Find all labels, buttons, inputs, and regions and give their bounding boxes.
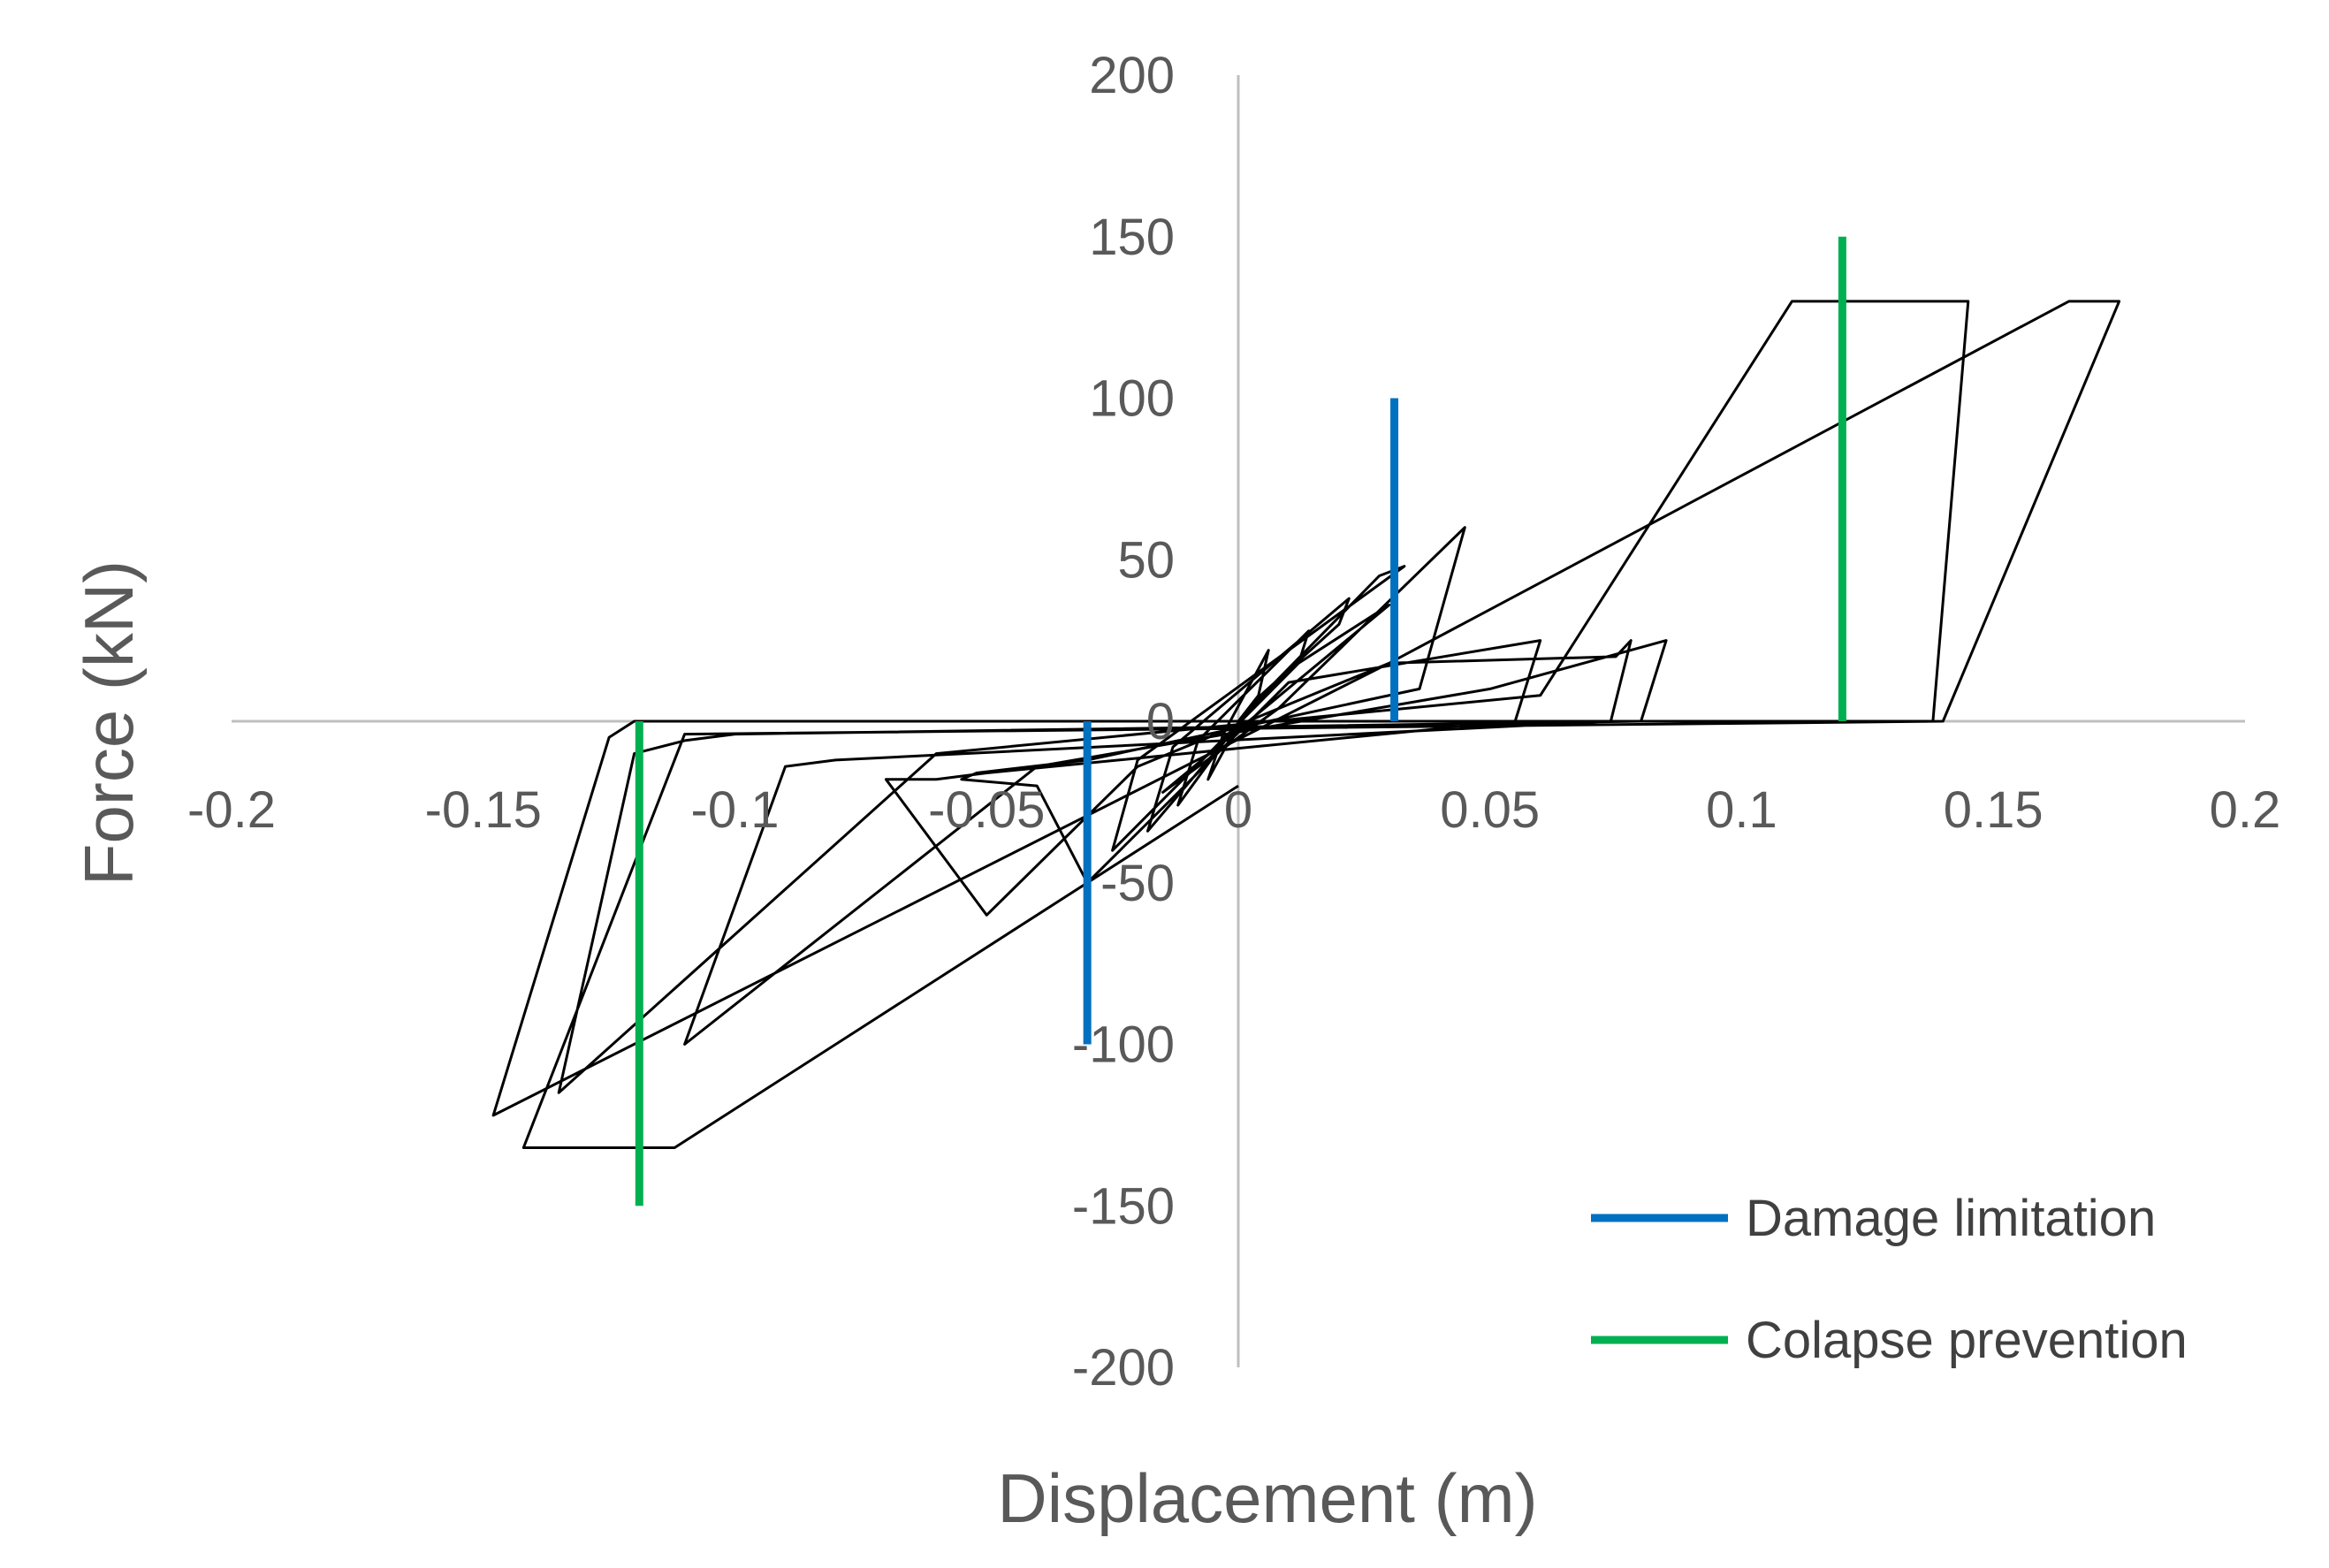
y-tick-label: 100: [1089, 370, 1175, 428]
x-tick-label: -0.1: [691, 781, 780, 839]
y-axis-title: Force (kN): [70, 560, 148, 886]
y-tick-label: -200: [1072, 1339, 1175, 1397]
x-tick-label: 0: [1224, 781, 1252, 839]
x-tick-label: -0.2: [187, 781, 276, 839]
y-tick-label: 150: [1089, 209, 1175, 266]
ticks-layer: -0.2 -0.15 -0.1 -0.05 0 0.05 0.1 0.15 0.2 200 150 1…: [187, 47, 2280, 1397]
hysteresis-curve: [491, 300, 2121, 1149]
x-tick-label: 0.05: [1440, 781, 1540, 839]
y-tick-label: 50: [1117, 531, 1175, 589]
y-tick-label: -100: [1072, 1016, 1175, 1074]
x-tick-label: 0.15: [1944, 781, 2044, 839]
x-tick-label: 0.2: [2210, 781, 2281, 839]
legend-label: Colapse prevention: [1746, 1312, 2188, 1369]
x-tick-label: -0.05: [928, 781, 1045, 839]
y-tick-label: -150: [1072, 1177, 1175, 1235]
legend: Damage limitation Colapse prevention: [1591, 1190, 2188, 1369]
x-axis-title: Displacement (m): [997, 1459, 1537, 1537]
y-tick-label: 0: [1146, 693, 1175, 750]
y-tick-label: 200: [1089, 47, 1175, 104]
data-layer: [491, 236, 2121, 1206]
x-tick-label: -0.15: [425, 781, 542, 839]
y-tick-label: -50: [1100, 855, 1175, 912]
legend-label: Damage limitation: [1746, 1190, 2156, 1247]
x-tick-label: 0.1: [1706, 781, 1777, 839]
